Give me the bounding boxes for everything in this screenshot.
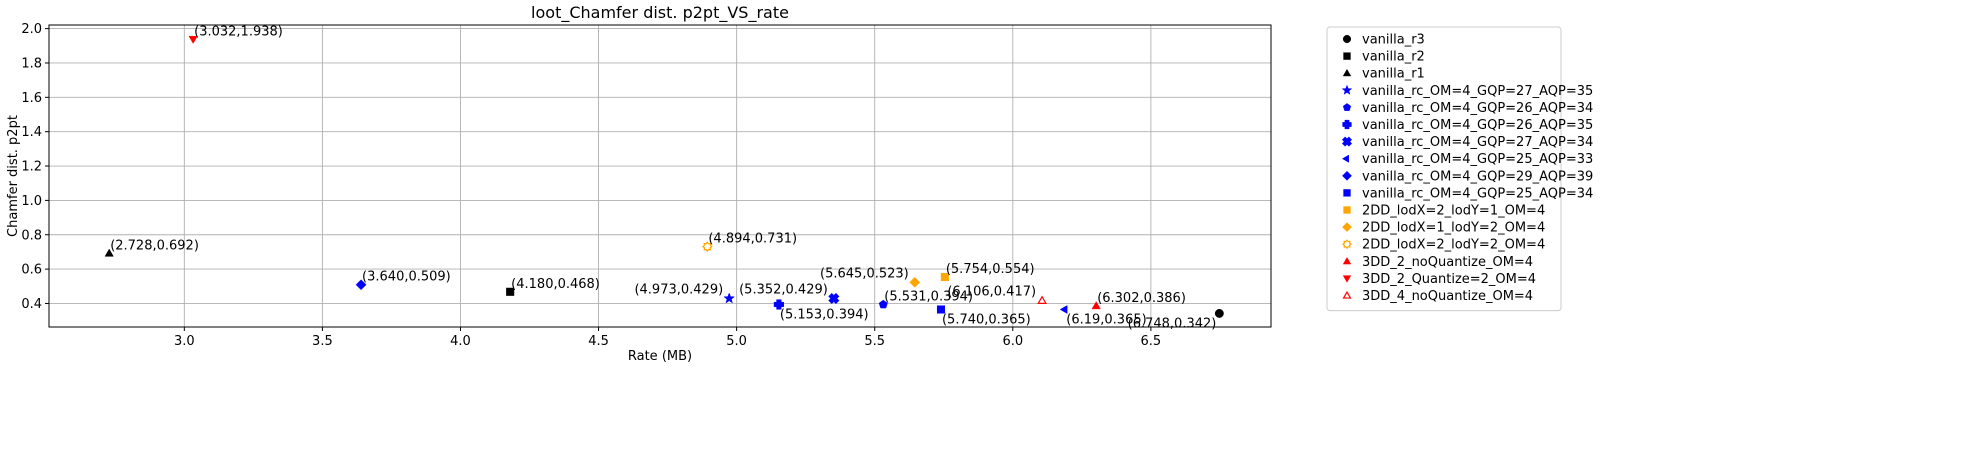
data-label: (4.973,0.429): [634, 282, 723, 297]
data-label: (5.531,0.394): [884, 289, 973, 304]
x-tick-label: 3.0: [174, 334, 195, 349]
legend-marker: [1342, 239, 1352, 250]
legend-entry: vanilla_rc_OM=4_GQP=26_AQP=34: [1362, 101, 1593, 116]
legend-marker: [1342, 290, 1352, 299]
legend-marker: [1342, 256, 1352, 265]
data-labels: (6.748,0.342) (4.180,0.468) (2.728,0.692) (…: [110, 24, 1216, 331]
legend-entry: vanilla_rc_OM=4_GQP=27_AQP=35: [1362, 84, 1593, 99]
data-point: [878, 299, 888, 309]
legend-entry: vanilla_rc_OM=4_GQP=27_AQP=34: [1362, 135, 1593, 150]
x-axis-ticks: 3.0 3.5 4.0 4.5 5.0 5.5 6.0 6.5: [174, 327, 1161, 349]
data-label: (2.728,0.692): [110, 238, 199, 253]
data-label: (6.748,0.342): [1128, 316, 1217, 331]
legend-entry: 3DD_2_noQuantize_OM=4: [1362, 255, 1533, 270]
data-points: [104, 35, 1224, 318]
x-tick-label: 4.5: [588, 334, 609, 349]
data-point: [1091, 301, 1101, 310]
data-label: (3.032,1.938): [194, 24, 283, 39]
legend-marker: [1342, 275, 1352, 283]
y-tick-label: 1.2: [21, 160, 42, 175]
data-point: [828, 292, 840, 305]
data-point: [909, 276, 921, 288]
data-label: (4.894,0.731): [708, 232, 797, 247]
data-label: (6.19,0.365): [1066, 312, 1146, 327]
legend-marker: [1343, 189, 1351, 197]
data-label: (5.645,0.523): [820, 266, 909, 281]
x-tick-label: 6.0: [1002, 334, 1023, 349]
legend-entry: vanilla_rc_OM=4_GQP=29_AQP=39: [1362, 169, 1593, 184]
legend-entry: 2DD_lodX=2_lodY=1_OM=4: [1362, 204, 1545, 219]
legend-marker: [1341, 136, 1353, 147]
data-point: [104, 248, 114, 257]
data-point: [1214, 308, 1224, 318]
data-label: (3.640,0.509): [362, 270, 451, 285]
data-point: [936, 305, 946, 314]
legend-marker: [1342, 222, 1352, 233]
x-tick-label: 5.5: [864, 334, 885, 349]
legend-entry: vanilla_r1: [1362, 67, 1425, 82]
y-tick-label: 1.6: [21, 91, 42, 106]
legend-entry: 3DD_2_Quantize=2_OM=4: [1362, 272, 1536, 287]
y-tick-label: 1.8: [21, 56, 42, 71]
legend-marker: [1342, 170, 1352, 181]
legend-marker: [1341, 154, 1349, 163]
x-tick-label: 4.0: [450, 334, 471, 349]
legend-entry: vanilla_r3: [1362, 33, 1425, 48]
legend-marker: [1342, 103, 1352, 111]
data-label: (6.302,0.386): [1097, 291, 1186, 306]
legend-entry: 2DD_lodX=1_lodY=2_OM=4: [1362, 221, 1545, 236]
data-point: [1037, 295, 1047, 304]
legend-marker: [1341, 84, 1353, 95]
legend-marker: [1342, 34, 1352, 44]
legend-marker: [1342, 68, 1352, 77]
data-label: (5.754,0.554): [946, 262, 1035, 277]
legend-entry: vanilla_rc_OM=4_GQP=25_AQP=34: [1362, 186, 1593, 201]
data-point: [701, 241, 713, 252]
y-axis-ticks: 0.4 0.6 0.8 1.0 1.2 1.4 1.6 1.8 2.0: [21, 22, 49, 312]
legend-marker: [1343, 206, 1351, 214]
data-label: (5.740,0.365): [942, 312, 1031, 327]
data-label: (5.352,0.429): [739, 282, 828, 297]
grid: [49, 25, 1271, 327]
data-point-shape: [828, 292, 840, 305]
legend-box: [1326, 26, 1562, 312]
data-label: (4.180,0.468): [511, 277, 600, 292]
legend-marker-shape: [1341, 136, 1353, 147]
legend-entry: vanilla_rc_OM=4_GQP=26_AQP=35: [1362, 118, 1593, 133]
data-point: [723, 292, 736, 304]
x-tick-label: 5.0: [726, 334, 747, 349]
legend-entry: 2DD_lodX=2_lodY=2_OM=4: [1362, 238, 1545, 253]
data-point: [773, 299, 784, 310]
x-tick-label: 6.5: [1141, 334, 1162, 349]
legend-entry: vanilla_r2: [1362, 50, 1425, 65]
legend-entry: vanilla_rc_OM=4_GQP=25_AQP=33: [1362, 152, 1593, 167]
y-tick-label: 1.4: [21, 125, 42, 140]
data-point: [940, 272, 949, 282]
legend-marker: [1342, 119, 1352, 130]
legend-marker: [1343, 52, 1351, 60]
legend-entry: 3DD_4_noQuantize_OM=4: [1362, 289, 1533, 304]
data-point: [355, 279, 367, 291]
x-axis-label: Rate (MB): [628, 349, 692, 364]
y-tick-label: 1.0: [21, 194, 42, 209]
plot-area-frame: [48, 24, 1272, 328]
y-tick-label: 0.6: [21, 263, 42, 278]
y-tick-label: 2.0: [21, 22, 42, 37]
data-point: [506, 287, 515, 296]
data-point: [188, 35, 198, 44]
data-label: (5.153,0.394): [780, 307, 869, 322]
y-axis-label: Chamfer dist. p2pt: [6, 115, 21, 237]
data-label: (6.106,0.417): [947, 285, 1036, 300]
x-tick-label: 3.5: [312, 334, 333, 349]
y-tick-label: 0.8: [21, 228, 42, 243]
data-point: [1059, 305, 1068, 314]
y-tick-label: 0.4: [21, 297, 42, 312]
legend: vanilla_r3 vanilla_r2 vanilla_r1 vanilla_rc…: [1326, 26, 1593, 312]
chart-title: loot_Chamfer dist. p2pt_VS_rate: [531, 3, 789, 23]
